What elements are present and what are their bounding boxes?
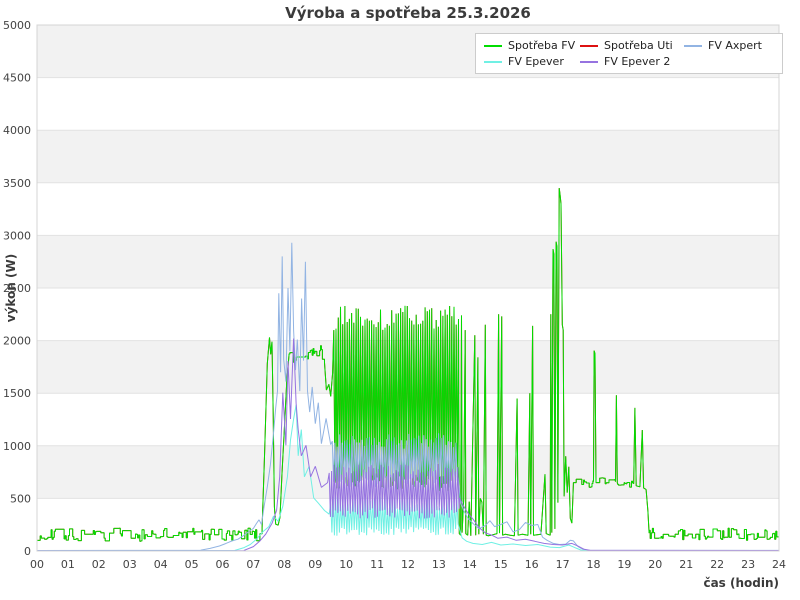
svg-text:5000: 5000	[3, 19, 31, 32]
svg-text:4500: 4500	[3, 72, 31, 85]
legend-swatch-icon	[484, 44, 502, 47]
series-line-fv-axpert	[36, 242, 780, 551]
y-axis-ticks: 0 500 1000 1500 2000 2500 3000 3500 4000 4500 5000	[3, 19, 31, 558]
svg-text:1000: 1000	[3, 440, 31, 453]
legend-label: Spotřeba Uti	[604, 39, 673, 52]
legend-label: Spotřeba FV	[508, 39, 576, 52]
svg-text:19: 19	[617, 558, 631, 571]
x-axis-ticks: 00 01 02 03 04 05 06 07 08 09 10 11 12 13 14 15 16 17 18 19…	[30, 558, 786, 571]
svg-text:12: 12	[401, 558, 415, 571]
svg-text:15: 15	[494, 558, 508, 571]
legend-item-fv-epever: FV Epever	[484, 55, 580, 68]
series-line-spotřeba-fv	[37, 188, 779, 542]
svg-text:23: 23	[741, 558, 755, 571]
legend-swatch-icon	[484, 60, 502, 63]
series-line-fv-epever-2	[36, 338, 780, 552]
legend-label: FV Epever	[508, 55, 564, 68]
svg-text:20: 20	[648, 558, 662, 571]
svg-text:17: 17	[556, 558, 570, 571]
svg-text:16: 16	[525, 558, 539, 571]
svg-text:01: 01	[61, 558, 75, 571]
svg-text:13: 13	[432, 558, 446, 571]
x-axis-label: čas (hodin)	[703, 576, 779, 590]
svg-text:07: 07	[246, 558, 260, 571]
legend-swatch-icon	[580, 44, 598, 47]
svg-text:2000: 2000	[3, 335, 31, 348]
legend-label: FV Epever 2	[604, 55, 671, 68]
svg-text:22: 22	[710, 558, 724, 571]
svg-text:06: 06	[216, 558, 230, 571]
legend-swatch-icon	[580, 60, 598, 63]
legend-item-fv-epever-2: FV Epever 2	[580, 55, 684, 68]
svg-text:11: 11	[370, 558, 384, 571]
svg-text:02: 02	[92, 558, 106, 571]
chart-legend: Spotřeba FV Spotřeba Uti FV Axpert FV Epeve…	[475, 33, 783, 74]
svg-text:24: 24	[772, 558, 786, 571]
svg-text:21: 21	[679, 558, 693, 571]
svg-text:08: 08	[277, 558, 291, 571]
series-lines	[36, 188, 780, 552]
chart-title: Výroba a spotřeba 25.3.2026	[285, 4, 531, 22]
svg-text:05: 05	[185, 558, 199, 571]
legend-item-spotřeba-fv: Spotřeba FV	[484, 39, 580, 52]
svg-text:4000: 4000	[3, 124, 31, 137]
svg-text:14: 14	[463, 558, 477, 571]
legend-swatch-icon	[684, 44, 702, 47]
svg-text:3000: 3000	[3, 229, 31, 242]
svg-text:10: 10	[339, 558, 353, 571]
svg-text:04: 04	[154, 558, 168, 571]
svg-text:18: 18	[587, 558, 601, 571]
svg-text:2500: 2500	[3, 282, 31, 295]
svg-text:500: 500	[10, 492, 31, 505]
svg-text:00: 00	[30, 558, 44, 571]
legend-item-fv-axpert: FV Axpert	[684, 39, 772, 52]
svg-text:03: 03	[123, 558, 137, 571]
svg-text:3500: 3500	[3, 177, 31, 190]
svg-text:1500: 1500	[3, 387, 31, 400]
legend-item-spotřeba-uti: Spotřeba Uti	[580, 39, 684, 52]
legend-label: FV Axpert	[708, 39, 762, 52]
svg-text:0: 0	[24, 545, 31, 558]
plot-border	[36, 24, 780, 552]
svg-text:09: 09	[308, 558, 322, 571]
